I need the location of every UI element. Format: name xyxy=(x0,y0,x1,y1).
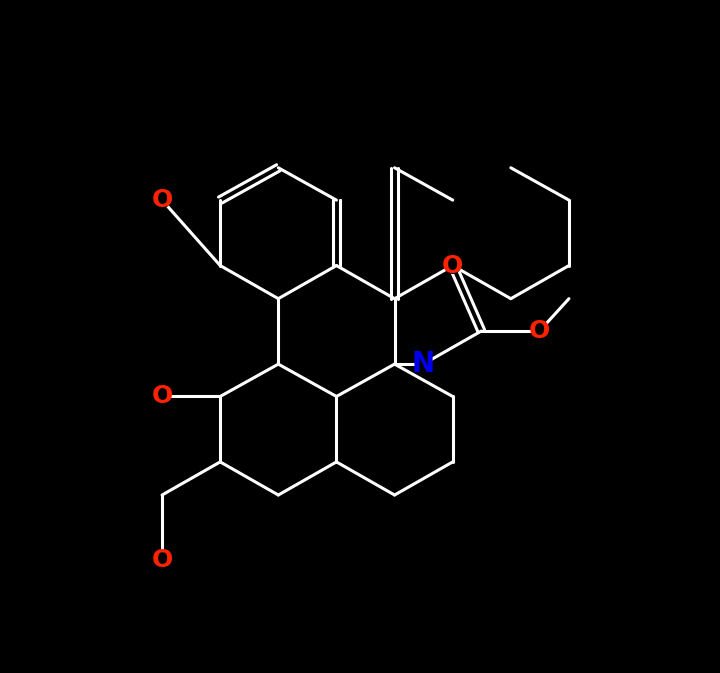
Circle shape xyxy=(445,258,461,273)
Text: O: O xyxy=(151,188,173,212)
Text: O: O xyxy=(529,319,550,343)
Text: O: O xyxy=(151,548,173,573)
Text: O: O xyxy=(442,254,464,277)
Circle shape xyxy=(415,357,431,371)
Text: N: N xyxy=(412,350,435,378)
Circle shape xyxy=(154,389,170,404)
Circle shape xyxy=(154,553,170,568)
Circle shape xyxy=(532,323,547,339)
Circle shape xyxy=(154,192,170,208)
Text: O: O xyxy=(151,384,173,409)
